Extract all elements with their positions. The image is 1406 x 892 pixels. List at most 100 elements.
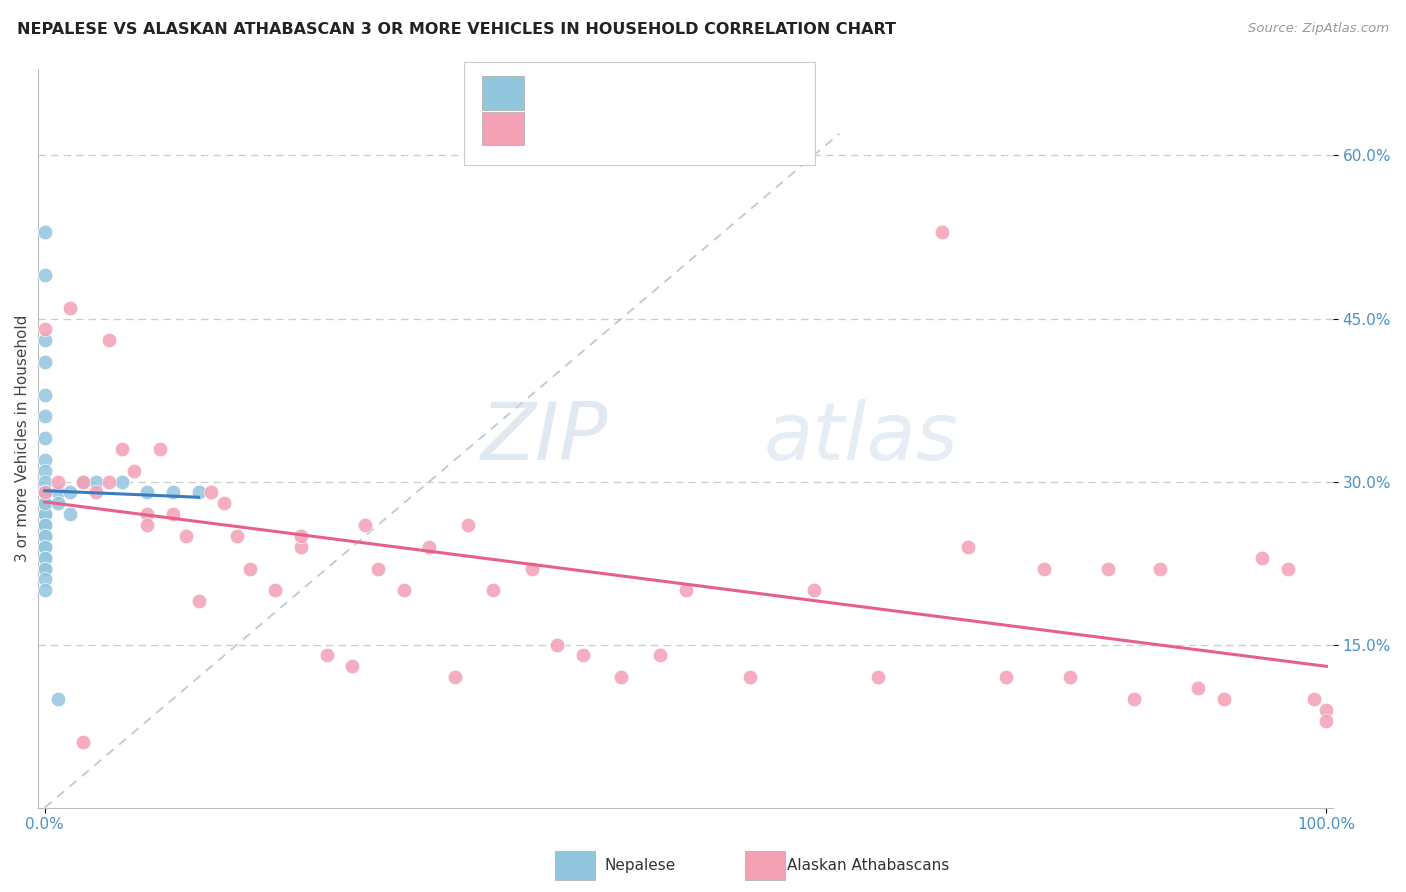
Point bbox=[34, 550, 56, 565]
Text: atlas: atlas bbox=[763, 399, 957, 477]
Point bbox=[866, 670, 889, 684]
Point bbox=[34, 475, 56, 489]
Point bbox=[34, 540, 56, 554]
Text: ZIP: ZIP bbox=[481, 399, 607, 477]
Point bbox=[111, 442, 134, 456]
Text: NEPALESE VS ALASKAN ATHABASCAN 3 OR MORE VEHICLES IN HOUSEHOLD CORRELATION CHART: NEPALESE VS ALASKAN ATHABASCAN 3 OR MORE… bbox=[17, 22, 896, 37]
Point bbox=[34, 333, 56, 347]
Point bbox=[572, 648, 595, 663]
Point bbox=[994, 670, 1017, 684]
Point bbox=[187, 485, 209, 500]
Point bbox=[124, 464, 146, 478]
Point bbox=[1033, 561, 1056, 575]
Point bbox=[200, 485, 222, 500]
Point bbox=[648, 648, 671, 663]
Point bbox=[1097, 561, 1119, 575]
Point bbox=[290, 540, 312, 554]
Point bbox=[34, 583, 56, 598]
Point bbox=[34, 573, 56, 587]
Point bbox=[162, 507, 184, 521]
Point bbox=[72, 475, 94, 489]
Point bbox=[84, 485, 107, 500]
Point bbox=[34, 518, 56, 533]
Point bbox=[136, 518, 159, 533]
Point bbox=[59, 301, 82, 315]
Point bbox=[34, 550, 56, 565]
Point bbox=[46, 475, 69, 489]
Point bbox=[34, 496, 56, 510]
Point bbox=[111, 475, 134, 489]
Point bbox=[342, 659, 364, 673]
Point bbox=[46, 485, 69, 500]
Point bbox=[803, 583, 825, 598]
Point bbox=[34, 431, 56, 445]
Point bbox=[610, 670, 633, 684]
Point bbox=[136, 485, 159, 500]
Point bbox=[34, 518, 56, 533]
Point bbox=[315, 648, 337, 663]
Point bbox=[34, 540, 56, 554]
Point bbox=[34, 387, 56, 401]
Point bbox=[1315, 703, 1337, 717]
Point bbox=[46, 692, 69, 706]
Point bbox=[1277, 561, 1299, 575]
Point bbox=[34, 409, 56, 424]
Point bbox=[1123, 692, 1146, 706]
Point bbox=[546, 638, 568, 652]
Point bbox=[34, 561, 56, 575]
Point bbox=[212, 496, 235, 510]
Point bbox=[59, 485, 82, 500]
Point bbox=[34, 507, 56, 521]
Point bbox=[675, 583, 697, 598]
Point bbox=[738, 670, 761, 684]
Point bbox=[34, 225, 56, 239]
Point bbox=[1059, 670, 1081, 684]
Point bbox=[34, 268, 56, 282]
Text: R =   0.151   N = 40: R = 0.151 N = 40 bbox=[534, 85, 717, 99]
Point bbox=[149, 442, 172, 456]
Point bbox=[354, 518, 377, 533]
Point bbox=[931, 225, 953, 239]
Point bbox=[34, 464, 56, 478]
Point bbox=[367, 561, 389, 575]
Point bbox=[956, 540, 979, 554]
Point bbox=[34, 322, 56, 336]
Point bbox=[34, 453, 56, 467]
Point bbox=[34, 507, 56, 521]
Point bbox=[482, 583, 505, 598]
Point bbox=[97, 333, 120, 347]
Point bbox=[46, 496, 69, 510]
Point bbox=[72, 735, 94, 749]
Point bbox=[418, 540, 440, 554]
Text: Alaskan Athabascans: Alaskan Athabascans bbox=[787, 858, 949, 872]
Point bbox=[239, 561, 262, 575]
Point bbox=[84, 475, 107, 489]
Point bbox=[34, 485, 56, 500]
Text: Nepalese: Nepalese bbox=[605, 858, 676, 872]
Point bbox=[34, 529, 56, 543]
Point bbox=[34, 496, 56, 510]
Point bbox=[34, 496, 56, 510]
Point bbox=[1302, 692, 1324, 706]
Point bbox=[1149, 561, 1171, 575]
Point bbox=[1315, 714, 1337, 728]
Point bbox=[444, 670, 467, 684]
Point bbox=[187, 594, 209, 608]
Point bbox=[34, 529, 56, 543]
Point bbox=[34, 485, 56, 500]
Point bbox=[1212, 692, 1234, 706]
Point bbox=[34, 355, 56, 369]
Point bbox=[59, 507, 82, 521]
Point bbox=[34, 561, 56, 575]
Point bbox=[264, 583, 287, 598]
Point bbox=[72, 475, 94, 489]
Point bbox=[457, 518, 479, 533]
Text: R = -0.458   N = 57: R = -0.458 N = 57 bbox=[534, 120, 707, 135]
Point bbox=[290, 529, 312, 543]
Point bbox=[1251, 550, 1274, 565]
Point bbox=[34, 485, 56, 500]
Point bbox=[97, 475, 120, 489]
Point bbox=[392, 583, 415, 598]
Point bbox=[520, 561, 543, 575]
Point bbox=[136, 507, 159, 521]
